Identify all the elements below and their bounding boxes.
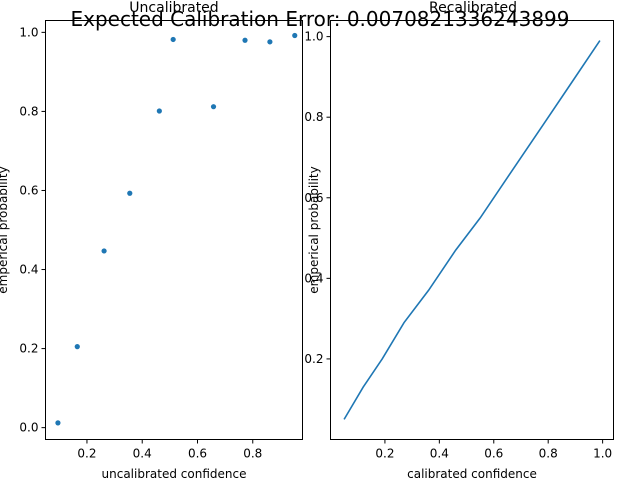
uncalibrated-y-tick-label: 0.0: [19, 421, 38, 435]
data-point: [292, 32, 298, 39]
recalibrated-line: [343, 40, 601, 420]
data-point: [267, 39, 273, 45]
data-point: [156, 108, 162, 114]
recalibrated-x-tick-label: 0.6: [484, 447, 503, 461]
uncalibrated-x-tick-label: 0.6: [188, 447, 207, 461]
uncalibrated-y-ticks: 0.0 0.2 0.4 0.6 0.8 1.0: [19, 25, 46, 435]
uncalibrated-y-tick-label: 0.8: [19, 104, 38, 118]
series-line: [343, 40, 601, 420]
data-point: [101, 248, 107, 254]
uncalibrated-y-tick-label: 0.6: [19, 183, 38, 197]
uncalibrated-y-tick-label: 0.2: [19, 342, 38, 356]
data-point: [170, 36, 176, 43]
data-point: [74, 344, 80, 350]
recalibrated-y-tick-label: 0.8: [304, 110, 323, 124]
data-point: [210, 104, 217, 110]
uncalibrated-x-tick-label: 0.2: [77, 447, 96, 461]
figure-title: Expected Calibration Error: 0.0070821336…: [70, 7, 569, 31]
uncalibrated-y-tick-label: 1.0: [19, 25, 38, 39]
uncalibrated-title: Uncalibrated: [129, 0, 218, 16]
uncalibrated-x-tick-label: 0.8: [243, 447, 262, 461]
recalibrated-x-axis-label: calibrated confidence: [407, 467, 537, 480]
recalibrated-x-tick-label: 0.2: [375, 447, 394, 461]
uncalibrated-axes-frame: [45, 20, 303, 440]
recalibrated-y-tick-label: 0.4: [304, 271, 323, 285]
uncalibrated-x-ticks: 0.2 0.4 0.6 0.8: [77, 439, 262, 461]
uncalibrated-x-axis-label: uncalibrated confidence: [102, 467, 247, 480]
uncalibrated-y-tick-label: 0.4: [19, 263, 38, 277]
recalibrated-y-tick-label: 0.6: [304, 191, 323, 205]
recalibrated-panel: Recalibrated 0.2 0.4 0.6 0.8 1.0 0.20.40.60.…: [304, 0, 614, 480]
data-point: [242, 37, 248, 43]
recalibrated-x-tick-label: 0.8: [539, 447, 558, 461]
recalibrated-y-axis-label: emperical probability: [307, 166, 321, 293]
data-point: [127, 190, 133, 196]
recalibrated-x-tick-label: 1.0: [593, 447, 612, 461]
uncalibrated-panel: Uncalibrated 0.2 0.4 0.6 0.8 0.00.20.40.60.…: [0, 0, 303, 480]
recalibrated-y-ticks: 0.2 0.4 0.6 0.8 1.0: [304, 30, 331, 366]
recalibrated-axes-frame: [330, 20, 614, 440]
recalibrated-x-tick-label: 0.4: [430, 447, 449, 461]
recalibrated-title: Recalibrated: [429, 0, 517, 16]
recalibrated-x-ticks: 0.2 0.4 0.6 0.8 1.0: [375, 439, 612, 461]
recalibrated-y-tick-label: 1.0: [304, 30, 323, 44]
uncalibrated-x-tick-label: 0.4: [133, 447, 152, 461]
recalibrated-y-tick-label: 0.2: [304, 352, 323, 366]
uncalibrated-points: [55, 32, 298, 426]
data-point: [55, 420, 61, 426]
uncalibrated-y-axis-label: emperical probability: [0, 166, 10, 293]
